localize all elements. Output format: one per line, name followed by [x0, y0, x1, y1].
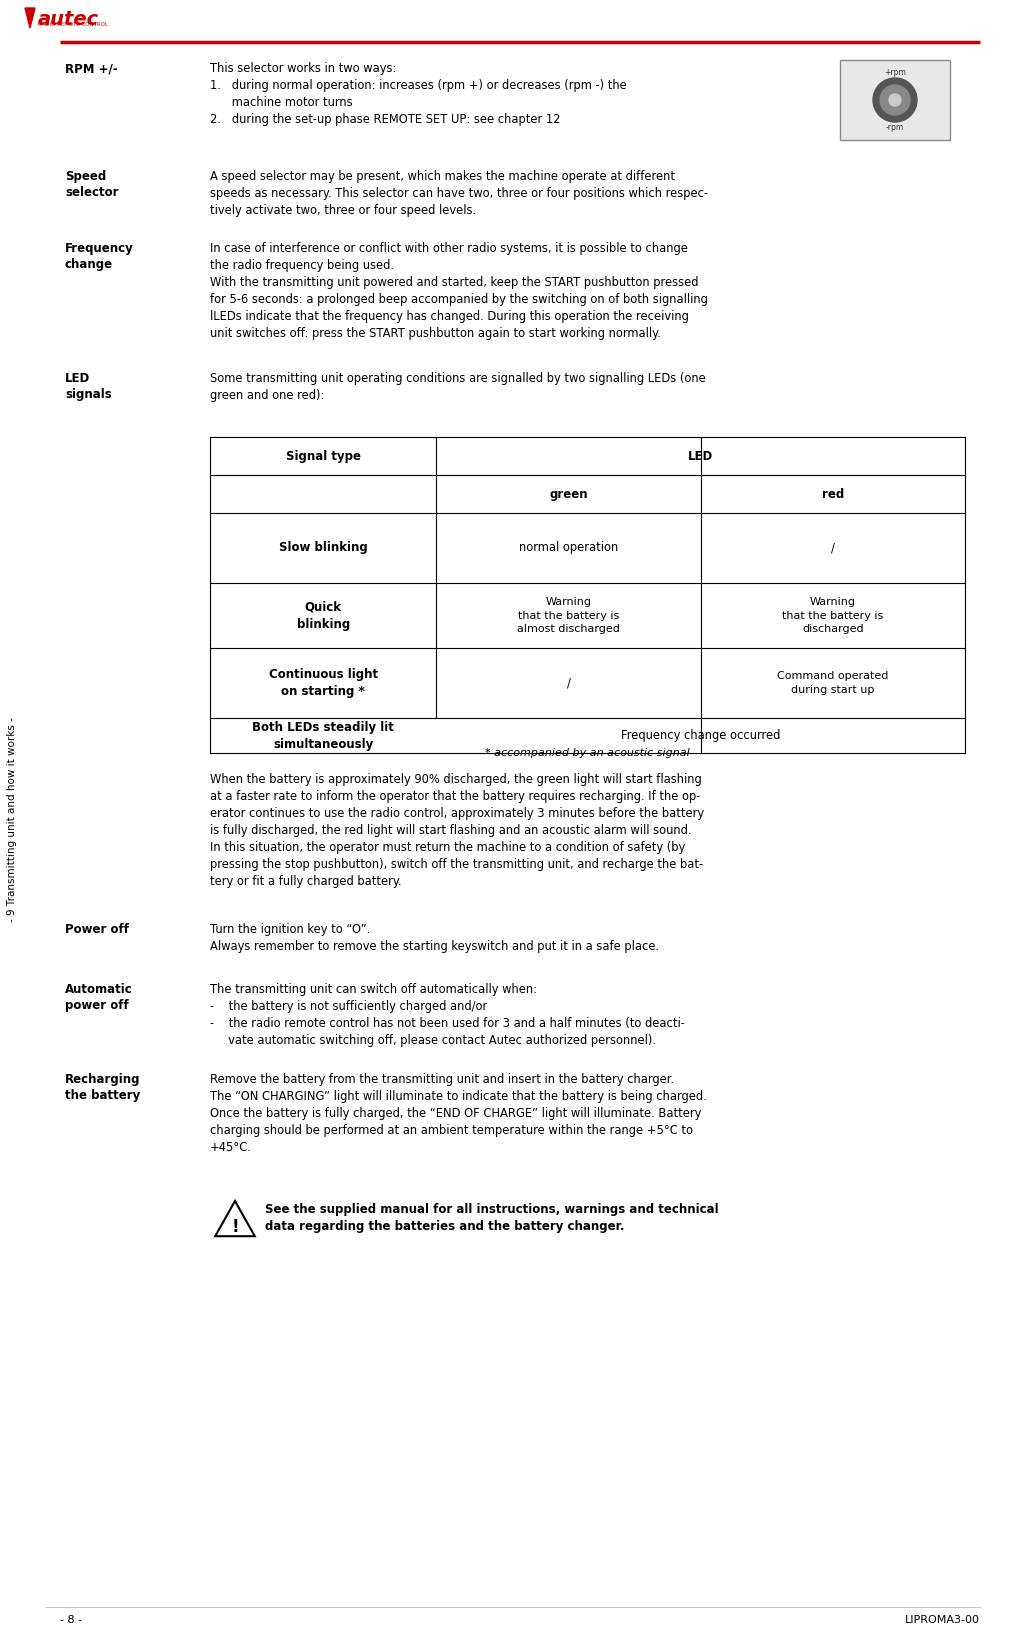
Text: +rpm: +rpm [884, 69, 906, 77]
Text: -rpm: -rpm [886, 123, 904, 132]
Text: RADIO REMOTE CONTROL: RADIO REMOTE CONTROL [38, 21, 108, 28]
Text: Both LEDs steadily lit
simultaneously: Both LEDs steadily lit simultaneously [253, 721, 394, 750]
Text: Continuous light
on starting *: Continuous light on starting * [269, 668, 378, 698]
Text: Turn the ignition key to “O”.
Always remember to remove the starting keyswitch a: Turn the ignition key to “O”. Always rem… [210, 923, 659, 953]
Circle shape [889, 95, 901, 106]
Text: A speed selector may be present, which makes the machine operate at different
sp: A speed selector may be present, which m… [210, 170, 709, 217]
Text: LED: LED [688, 449, 714, 462]
Text: autec: autec [38, 10, 100, 29]
Text: Recharging
the battery: Recharging the battery [65, 1074, 141, 1101]
Text: normal operation: normal operation [519, 541, 618, 554]
Text: This selector works in two ways:
1.   during normal operation: increases (rpm +): This selector works in two ways: 1. duri… [210, 62, 626, 126]
Text: red: red [822, 487, 844, 500]
Text: - 8 -: - 8 - [60, 1614, 82, 1624]
Text: Signal type: Signal type [286, 449, 360, 462]
Text: * accompanied by an acoustic signal: * accompanied by an acoustic signal [485, 748, 690, 758]
Text: LED
signals: LED signals [65, 373, 112, 400]
Text: LIPROMA3-00: LIPROMA3-00 [905, 1614, 980, 1624]
Text: The transmitting unit can switch off automatically when:
-    the battery is not: The transmitting unit can switch off aut… [210, 984, 685, 1047]
Text: When the battery is approximately 90% discharged, the green light will start fla: When the battery is approximately 90% di… [210, 773, 705, 887]
Text: Speed
selector: Speed selector [65, 170, 118, 199]
Text: Warning
that the battery is
almost discharged: Warning that the battery is almost disch… [518, 598, 620, 634]
Text: See the supplied manual for all instructions, warnings and technical
data regard: See the supplied manual for all instruct… [265, 1203, 719, 1234]
Text: Command operated
during start up: Command operated during start up [777, 672, 888, 694]
Text: RPM +/-: RPM +/- [65, 62, 118, 75]
Text: Warning
that the battery is
discharged: Warning that the battery is discharged [783, 598, 883, 634]
Text: Quick
blinking: Quick blinking [297, 601, 350, 631]
Text: Frequency
change: Frequency change [65, 242, 134, 271]
Polygon shape [25, 8, 35, 28]
Text: Frequency change occurred: Frequency change occurred [621, 729, 781, 742]
Text: !: ! [231, 1217, 239, 1235]
Circle shape [880, 85, 910, 114]
Text: Remove the battery from the transmitting unit and insert in the battery charger.: Remove the battery from the transmitting… [210, 1074, 707, 1154]
Text: green: green [549, 487, 587, 500]
Text: Power off: Power off [65, 923, 129, 936]
Polygon shape [216, 1201, 255, 1237]
Text: Some transmitting unit operating conditions are signalled by two signalling LEDs: Some transmitting unit operating conditi… [210, 373, 706, 402]
Text: - 9 Transmitting unit and how it works -: - 9 Transmitting unit and how it works - [7, 717, 17, 923]
FancyBboxPatch shape [840, 60, 950, 141]
Text: Slow blinking: Slow blinking [279, 541, 368, 554]
Text: /: / [567, 676, 571, 690]
Circle shape [873, 78, 917, 123]
Text: In case of interference or conflict with other radio systems, it is possible to : In case of interference or conflict with… [210, 242, 708, 340]
Text: Automatic
power off: Automatic power off [65, 984, 132, 1011]
Text: /: / [831, 541, 835, 554]
